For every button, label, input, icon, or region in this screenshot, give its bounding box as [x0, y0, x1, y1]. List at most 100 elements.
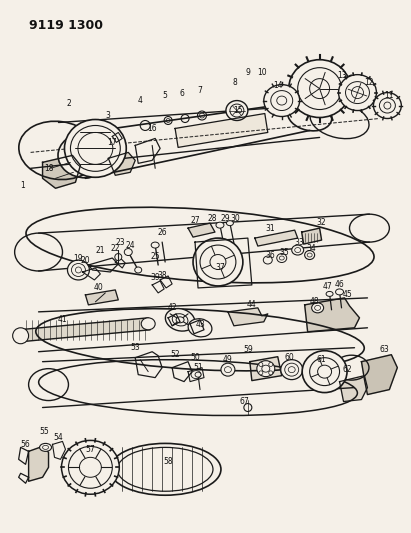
Ellipse shape: [216, 222, 224, 228]
Text: 40: 40: [93, 284, 103, 293]
Text: 53: 53: [130, 343, 140, 352]
Text: 50: 50: [190, 353, 200, 362]
Ellipse shape: [79, 457, 102, 477]
Ellipse shape: [188, 319, 212, 337]
Text: 44: 44: [247, 301, 257, 309]
Text: 35: 35: [280, 247, 290, 256]
Ellipse shape: [109, 443, 221, 495]
Ellipse shape: [277, 254, 287, 263]
Text: 16: 16: [148, 124, 157, 133]
Text: 48: 48: [310, 297, 319, 306]
Text: 36: 36: [265, 251, 275, 260]
Ellipse shape: [259, 371, 263, 375]
Ellipse shape: [312, 303, 323, 313]
Ellipse shape: [124, 248, 132, 255]
Polygon shape: [29, 447, 48, 481]
Ellipse shape: [195, 372, 201, 377]
Text: 9119 1300: 9119 1300: [29, 19, 103, 32]
Text: 3: 3: [106, 111, 111, 120]
Text: 9: 9: [245, 68, 250, 77]
Text: 63: 63: [379, 345, 389, 354]
Text: 12: 12: [365, 78, 374, 87]
Text: 46: 46: [335, 280, 344, 289]
Ellipse shape: [176, 317, 184, 323]
Ellipse shape: [264, 85, 300, 117]
Ellipse shape: [302, 351, 347, 393]
Ellipse shape: [287, 100, 332, 131]
Ellipse shape: [39, 443, 51, 451]
Text: 19: 19: [74, 254, 83, 263]
Text: 33: 33: [295, 238, 305, 247]
Text: 60: 60: [285, 353, 295, 362]
Ellipse shape: [221, 363, 235, 376]
Text: 7: 7: [198, 86, 203, 95]
Polygon shape: [175, 114, 268, 148]
Polygon shape: [18, 318, 150, 342]
Polygon shape: [305, 298, 360, 332]
Text: 54: 54: [53, 433, 63, 442]
Text: 31: 31: [265, 224, 275, 232]
Polygon shape: [85, 290, 118, 305]
Polygon shape: [250, 357, 282, 381]
Text: 21: 21: [96, 246, 105, 255]
Ellipse shape: [165, 309, 195, 331]
Text: 47: 47: [323, 282, 332, 292]
Text: 25: 25: [150, 252, 160, 261]
Text: 59: 59: [243, 345, 253, 354]
Ellipse shape: [269, 362, 273, 367]
Text: 38: 38: [157, 271, 167, 280]
Text: 18: 18: [44, 164, 53, 173]
Ellipse shape: [305, 251, 315, 260]
Text: 37: 37: [215, 263, 225, 272]
Polygon shape: [109, 152, 135, 175]
Text: 34: 34: [307, 244, 316, 253]
Ellipse shape: [115, 254, 122, 261]
Text: 22: 22: [111, 244, 120, 253]
Text: 23: 23: [115, 238, 125, 247]
Ellipse shape: [335, 289, 344, 295]
Text: 52: 52: [170, 350, 180, 359]
Ellipse shape: [141, 318, 155, 330]
Ellipse shape: [13, 328, 29, 344]
Text: 62: 62: [343, 365, 352, 374]
Ellipse shape: [226, 221, 233, 225]
Polygon shape: [255, 230, 298, 246]
Text: 1: 1: [20, 181, 25, 190]
Text: 20: 20: [81, 255, 90, 264]
Text: 10: 10: [257, 68, 267, 77]
Polygon shape: [302, 228, 321, 244]
Text: 2: 2: [66, 99, 71, 108]
Polygon shape: [339, 376, 367, 401]
Polygon shape: [361, 354, 397, 394]
Text: 67: 67: [240, 397, 250, 406]
Text: 42: 42: [167, 303, 177, 312]
Ellipse shape: [289, 60, 351, 117]
Text: 51: 51: [193, 363, 203, 372]
Text: 32: 32: [317, 217, 326, 227]
Ellipse shape: [151, 242, 159, 248]
Text: 30: 30: [230, 214, 240, 223]
Text: 27: 27: [190, 216, 200, 224]
Text: 11: 11: [385, 91, 394, 100]
Text: 24: 24: [125, 240, 135, 249]
Ellipse shape: [259, 362, 263, 367]
Text: 41: 41: [58, 316, 67, 324]
Polygon shape: [188, 223, 215, 237]
Ellipse shape: [67, 260, 90, 280]
Text: 14: 14: [273, 81, 283, 90]
Text: 39: 39: [150, 273, 160, 282]
Ellipse shape: [226, 101, 248, 120]
Ellipse shape: [269, 371, 273, 375]
Text: 61: 61: [317, 355, 326, 364]
Text: 49: 49: [223, 355, 233, 364]
Text: 57: 57: [85, 445, 95, 454]
Text: 26: 26: [157, 228, 167, 237]
Text: 5: 5: [163, 91, 168, 100]
Ellipse shape: [135, 267, 142, 273]
Text: 43: 43: [195, 320, 205, 329]
Text: 58: 58: [163, 457, 173, 466]
Text: 4: 4: [138, 96, 143, 105]
Ellipse shape: [326, 292, 333, 296]
Text: 13: 13: [337, 71, 346, 80]
Text: 17: 17: [108, 138, 117, 147]
